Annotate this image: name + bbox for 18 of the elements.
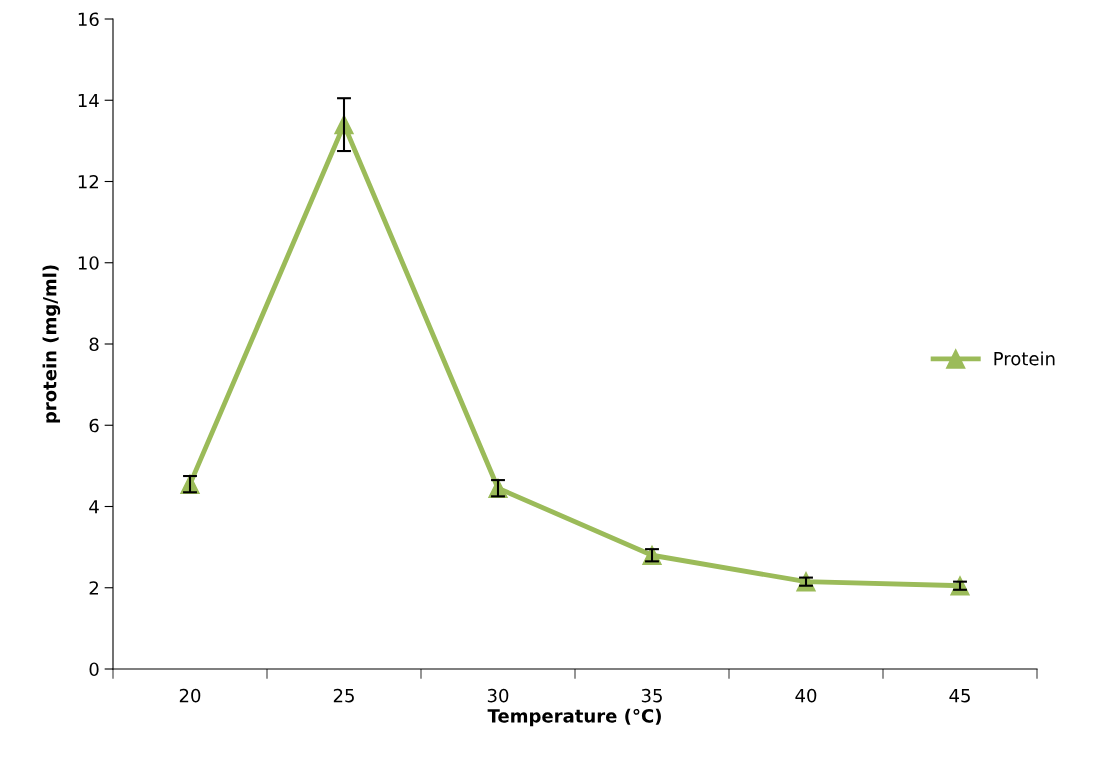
- x-tick-label: 45: [949, 689, 970, 703]
- y-tick-label: 10: [78, 256, 99, 270]
- y-tick-label: 0: [89, 662, 99, 677]
- y-tick-label: 6: [89, 418, 99, 433]
- x-tick-label: 40: [795, 688, 817, 703]
- y-axis-title: protein (mg/ml): [42, 265, 61, 423]
- x-tick-label: 35: [641, 688, 662, 703]
- y-tick-label: 14: [78, 93, 99, 108]
- x-tick-label: 30: [487, 688, 509, 703]
- x-axis-title: Temperature (°C): [487, 708, 661, 727]
- y-tick-label: 4: [89, 500, 99, 514]
- y-tick-label: 2: [89, 581, 98, 595]
- x-tick-label: 20: [179, 688, 201, 703]
- y-tick-label: 16: [78, 12, 99, 27]
- x-tick-label: 25: [333, 688, 354, 703]
- y-tick-label: 8: [89, 337, 99, 352]
- legend-label: Protein: [994, 351, 1055, 366]
- y-tick-label: 12: [78, 174, 98, 189]
